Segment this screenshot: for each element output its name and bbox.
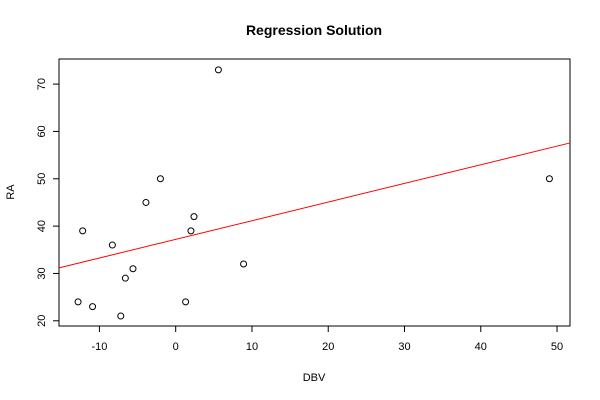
plot-box: [58, 58, 571, 327]
chart-title: Regression Solution: [246, 22, 382, 38]
y-tick-label: 60: [36, 125, 48, 137]
y-axis-label: RA: [5, 184, 17, 200]
point: [129, 265, 137, 273]
point: [74, 298, 82, 306]
regression-line: [58, 142, 571, 269]
x-tick-label: -10: [91, 341, 107, 353]
point: [545, 175, 553, 183]
point: [117, 312, 125, 320]
y-tick-label: 20: [36, 315, 48, 327]
x-tick-label: 50: [551, 341, 563, 353]
point: [142, 198, 150, 206]
point: [79, 227, 87, 235]
y-tick-label: 50: [36, 173, 48, 185]
y-tick-label: 30: [36, 267, 48, 279]
x-tick-label: 0: [173, 341, 179, 353]
point: [240, 260, 248, 268]
x-tick-label: 40: [475, 341, 487, 353]
point: [214, 66, 222, 74]
point: [108, 241, 116, 249]
point: [156, 175, 164, 183]
y-tick-label: 70: [36, 78, 48, 90]
x-axis-label: DBV: [303, 372, 326, 384]
x-tick-label: 10: [246, 341, 258, 353]
x-tick-label: 30: [398, 341, 410, 353]
point: [182, 298, 190, 306]
point: [190, 213, 198, 221]
point: [89, 303, 97, 311]
point: [187, 227, 195, 235]
x-tick-label: 20: [322, 341, 334, 353]
point: [121, 274, 129, 282]
y-tick-label: 40: [36, 220, 48, 232]
